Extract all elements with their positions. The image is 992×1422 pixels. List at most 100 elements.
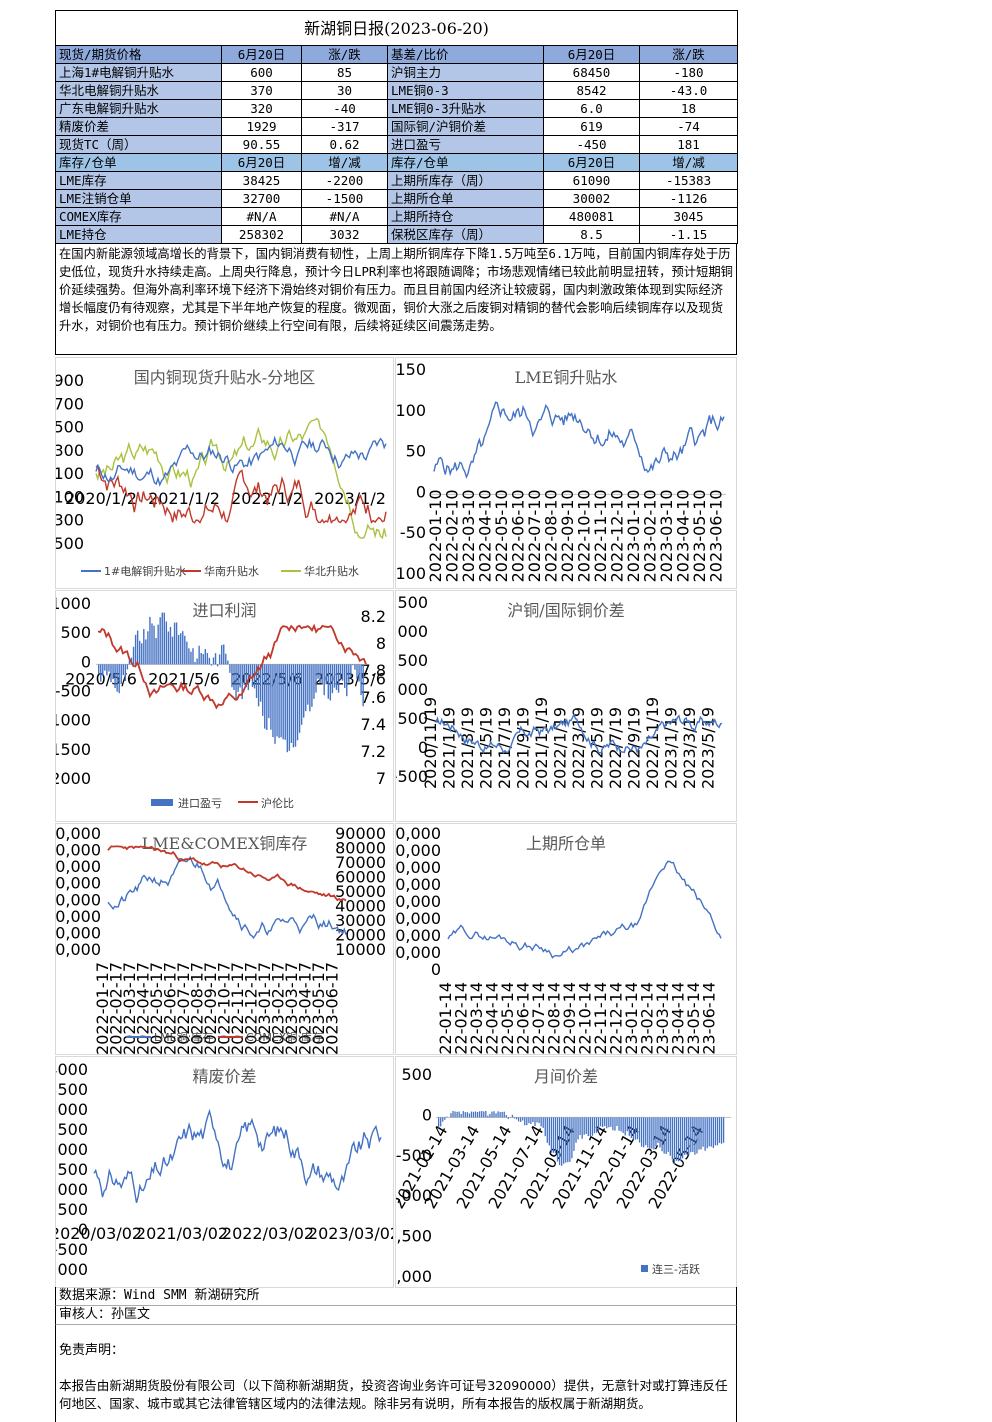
calendar-spread-bar xyxy=(592,1117,593,1135)
calendar-spread-bar xyxy=(620,1117,621,1131)
calendar-spread-bar xyxy=(614,1117,615,1130)
calendar-spread-bar xyxy=(692,1117,693,1152)
import-profit-bar xyxy=(143,629,144,664)
import-profit-bar xyxy=(258,664,259,706)
calendar-spread-bar xyxy=(481,1111,482,1117)
tick-label: -1000 xyxy=(56,1260,88,1279)
cell-value: 3045 xyxy=(640,208,738,226)
calendar-spread-bar xyxy=(520,1117,521,1121)
x-tick: 2021/7/19 xyxy=(495,707,514,789)
legend-label: 华北升贴水 xyxy=(304,564,359,578)
import-profit-bar xyxy=(100,664,101,681)
calendar-spread-bar xyxy=(575,1117,576,1142)
import-profit-bar xyxy=(344,664,345,688)
calendar-spread-bar xyxy=(477,1112,478,1117)
cell-value: -15383 xyxy=(640,172,738,190)
import-profit-bar xyxy=(321,664,322,683)
import-profit-bar xyxy=(287,664,288,752)
row-label: LME铜0-3升贴水 xyxy=(388,100,544,118)
import-profit-bar xyxy=(151,623,152,664)
import-profit-bar xyxy=(166,621,167,664)
cell-value: 涨/跌 xyxy=(640,46,738,64)
tick-label: 0 xyxy=(416,482,426,501)
import-profit-bar xyxy=(203,654,204,664)
import-profit-bar xyxy=(358,664,359,681)
cell-value: 8542 xyxy=(544,82,640,100)
tick-label: 150 xyxy=(396,360,426,379)
cell-value: 增/减 xyxy=(302,154,388,172)
tick-label: -1,500 xyxy=(396,1227,432,1246)
tick-label: 1000 xyxy=(396,680,428,699)
calendar-spread-bar xyxy=(561,1117,562,1165)
import-profit-bar xyxy=(157,625,158,665)
x-tick: 2020/03/02 xyxy=(56,1224,142,1243)
import-profit-bar xyxy=(356,664,357,678)
cell-value: 6月20日 xyxy=(544,154,640,172)
calendar-spread-bar xyxy=(670,1117,671,1155)
row-label: 库存/仓单 xyxy=(56,154,222,172)
calendar-spread-bar xyxy=(469,1113,470,1117)
calendar-spread-bar xyxy=(526,1117,527,1125)
calendar-spread-bar xyxy=(608,1117,609,1127)
cell-value: -1500 xyxy=(302,190,388,208)
calendar-spread-bar xyxy=(629,1117,630,1135)
import-profit-bar xyxy=(215,653,216,664)
import-profit-bar xyxy=(295,664,296,746)
legend-label: 沪伦比 xyxy=(261,796,294,810)
cell-value: 38425 xyxy=(222,172,302,190)
calendar-spread-bar xyxy=(664,1117,665,1153)
cell-value: 61090 xyxy=(544,172,640,190)
tick-label: -500 xyxy=(56,534,84,553)
calendar-spread-bar xyxy=(705,1117,706,1150)
cell-value: 6月20日 xyxy=(222,46,302,64)
cell-value: 90.55 xyxy=(222,136,302,154)
import-profit-bar xyxy=(209,658,210,664)
row-label: 上期所库存（周） xyxy=(388,172,544,190)
import-profit-bar xyxy=(278,664,279,738)
legend-label: COMEX铜:库存 xyxy=(246,1030,323,1044)
tick-label: 100 xyxy=(56,464,84,483)
import-profit-bar xyxy=(336,664,337,690)
calendar-spread-bar xyxy=(444,1117,445,1119)
tick-label: 2500 xyxy=(56,1120,88,1139)
import-profit-bar xyxy=(116,664,117,691)
calendar-spread-bar xyxy=(461,1114,462,1117)
x-tick: 2021/11/19 xyxy=(532,697,551,789)
report-title: 新湖铜日报(2023-06-20) xyxy=(56,11,738,46)
row-label: LME持仓 xyxy=(56,226,222,244)
x-tick: 2021/03/02 xyxy=(136,1224,228,1243)
chart-scrap-spread: 精废价差 40003500300025002000150010005000-50… xyxy=(55,1056,394,1288)
cell-value: -40 xyxy=(302,100,388,118)
cell-value: 增/减 xyxy=(640,154,738,172)
chart-shfe-warrants: 上期所仓单 160,000140,000120,000100,00080,000… xyxy=(395,823,737,1055)
import-profit-bar xyxy=(274,664,275,744)
import-profit-bar xyxy=(186,642,187,665)
cell-value: 480081 xyxy=(544,208,640,226)
calendar-spread-bar xyxy=(565,1117,566,1162)
x-tick: 2023-06-10 xyxy=(707,489,726,582)
calendar-spread-bar xyxy=(551,1117,552,1152)
calendar-spread-bar xyxy=(569,1117,570,1162)
calendar-spread-bar xyxy=(594,1117,595,1133)
calendar-spread-bar xyxy=(723,1117,724,1142)
x-tick: 2021/9/19 xyxy=(514,707,533,789)
row-label: LME库存 xyxy=(56,172,222,190)
calendar-spread-bar xyxy=(475,1112,476,1118)
row-label: 库存/仓单 xyxy=(388,154,544,172)
series-lme xyxy=(108,857,346,938)
import-profit-bar xyxy=(280,664,281,737)
import-profit-bar xyxy=(309,664,310,711)
calendar-spread-bar xyxy=(522,1117,523,1120)
calendar-spread-bar xyxy=(485,1111,486,1117)
cell-value: 619 xyxy=(544,118,640,136)
tick-label: 2000 xyxy=(56,1140,88,1159)
calendar-spread-bar xyxy=(524,1117,525,1125)
reviewer: 审核人：孙匡文 xyxy=(55,1306,737,1325)
calendar-spread-bar xyxy=(536,1117,537,1122)
tick-label: 2500 xyxy=(396,593,428,612)
row-label: 基差/比价 xyxy=(388,46,544,64)
cell-value: -180 xyxy=(640,64,738,82)
